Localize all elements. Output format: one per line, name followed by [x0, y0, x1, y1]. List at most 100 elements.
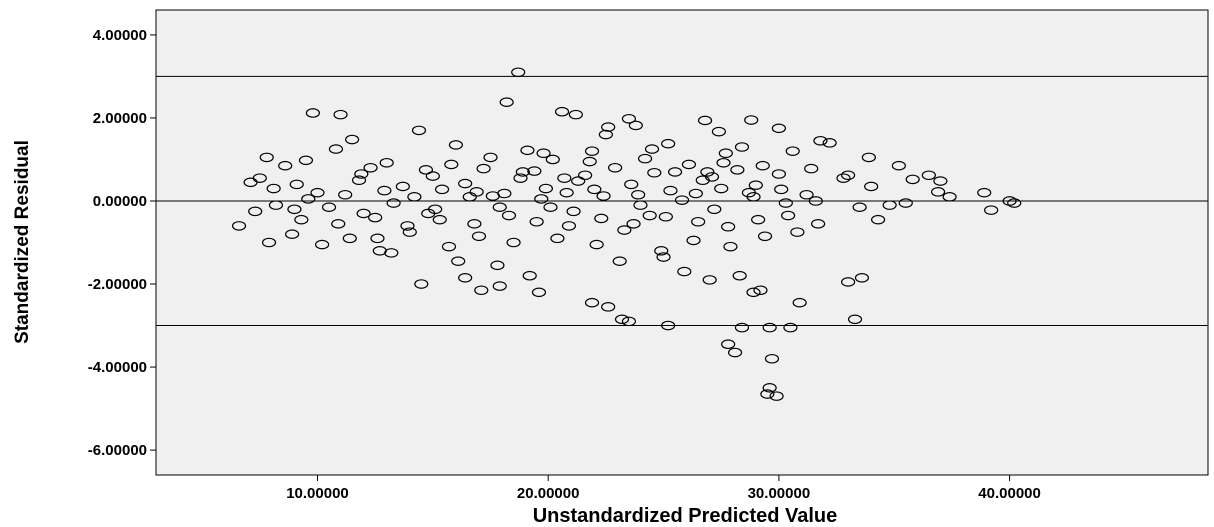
data-point [681, 159, 697, 170]
data-point [584, 297, 600, 308]
data-point [755, 160, 770, 171]
data-point [315, 239, 330, 250]
data-point [930, 187, 946, 197]
data-point [771, 123, 786, 134]
data-point [656, 252, 671, 262]
data-point [718, 148, 733, 159]
data-point [686, 235, 701, 246]
data-point [1002, 196, 1017, 206]
data-point [414, 279, 429, 289]
data-point [764, 353, 780, 364]
reference-lines [156, 75, 1208, 327]
data-point [492, 281, 507, 291]
data-point [543, 202, 558, 213]
data-point [368, 212, 383, 223]
data-point [529, 216, 544, 227]
x-tick-label: 40.00000 [978, 485, 1041, 502]
data-point [566, 206, 581, 217]
data-point [984, 205, 999, 215]
data-point [847, 314, 863, 325]
data-point [813, 135, 828, 146]
data-point [515, 167, 530, 177]
data-point [778, 198, 793, 208]
data-point [702, 275, 717, 285]
data-point [557, 173, 572, 183]
data-point [769, 391, 784, 401]
data-point [792, 297, 807, 308]
data-point [400, 221, 415, 231]
y-tick-label: -2.00000 [88, 276, 147, 293]
data-point [441, 241, 457, 252]
data-point [448, 140, 464, 150]
data-point [520, 145, 535, 156]
data-point [721, 221, 736, 232]
data-point [490, 260, 505, 271]
x-tick-label: 30.00000 [748, 485, 811, 502]
data-point [511, 67, 526, 78]
data-point [732, 270, 747, 281]
data-point [287, 204, 302, 215]
data-point [804, 163, 819, 174]
data-point [582, 156, 597, 167]
data-point [584, 146, 600, 156]
data-point [628, 120, 643, 131]
data-point [864, 181, 879, 192]
data-point [513, 173, 528, 183]
data-point [377, 185, 392, 196]
data-point [469, 187, 484, 197]
data-point [822, 138, 837, 148]
data-point [891, 160, 906, 171]
data-point [617, 225, 632, 235]
data-point [231, 221, 247, 231]
y-tick-label: 0.00000 [93, 193, 147, 210]
data-point [601, 302, 616, 312]
data-point [654, 246, 669, 256]
x-axis-title: Unstandardized Predicted Value [533, 505, 838, 527]
data-point [799, 189, 814, 200]
data-point [781, 210, 796, 221]
data-point [637, 153, 653, 164]
data-point [644, 144, 660, 154]
data-point [594, 213, 609, 224]
data-point [633, 200, 648, 210]
data-point [663, 185, 678, 196]
data-point [677, 266, 692, 277]
data-point [425, 171, 440, 181]
data-point [661, 320, 676, 331]
data-point [1007, 198, 1022, 208]
y-tick-label: -4.00000 [88, 359, 147, 376]
data-point [942, 192, 957, 202]
data-point [471, 231, 487, 242]
data-point [310, 187, 325, 198]
data-point [836, 173, 851, 183]
data-point [485, 191, 500, 201]
data-point [621, 113, 637, 124]
data-point [285, 229, 300, 239]
data-point [411, 125, 427, 136]
data-point [744, 115, 759, 125]
data-point [522, 270, 537, 281]
data-point [252, 173, 267, 183]
data-point [667, 167, 683, 177]
data-point [691, 216, 706, 227]
y-tick-label: -6.00000 [88, 442, 147, 459]
data-point [421, 208, 436, 219]
data-point [631, 189, 646, 200]
data-point [933, 176, 948, 186]
data-point [596, 191, 611, 201]
data-point [734, 142, 750, 152]
data-point [444, 159, 459, 170]
data-point [852, 202, 867, 213]
data-point [861, 152, 876, 163]
data-point [808, 196, 823, 206]
data-point [561, 221, 577, 231]
data-point [338, 189, 353, 200]
data-point [587, 184, 602, 195]
data-point [333, 109, 348, 120]
data-point [751, 214, 766, 225]
data-point [714, 183, 729, 194]
data-point [248, 206, 263, 217]
data-point [386, 198, 401, 208]
data-point [841, 170, 856, 181]
